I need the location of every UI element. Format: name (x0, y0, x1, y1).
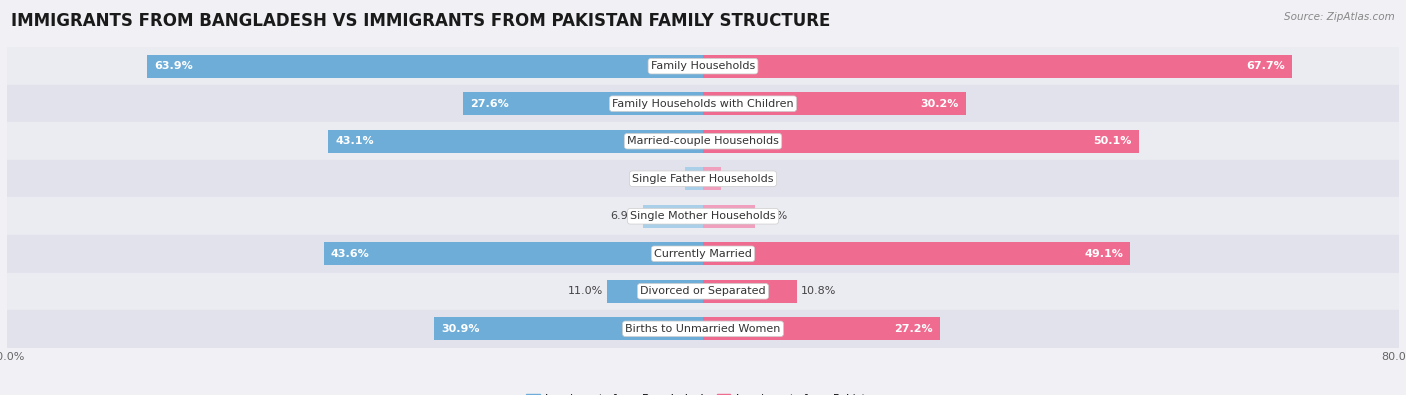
Text: 27.2%: 27.2% (894, 324, 932, 334)
Text: Currently Married: Currently Married (654, 249, 752, 259)
Text: Source: ZipAtlas.com: Source: ZipAtlas.com (1284, 12, 1395, 22)
Text: IMMIGRANTS FROM BANGLADESH VS IMMIGRANTS FROM PAKISTAN FAMILY STRUCTURE: IMMIGRANTS FROM BANGLADESH VS IMMIGRANTS… (11, 12, 831, 30)
Text: 30.9%: 30.9% (441, 324, 479, 334)
Bar (703, 92, 966, 115)
Bar (7, 235, 1399, 273)
Text: 6.0%: 6.0% (759, 211, 787, 221)
Bar (463, 92, 703, 115)
Bar (703, 205, 755, 228)
Text: 10.8%: 10.8% (801, 286, 837, 296)
Text: 43.6%: 43.6% (330, 249, 370, 259)
Bar (703, 55, 1292, 78)
Bar (7, 310, 1399, 348)
Text: 6.9%: 6.9% (610, 211, 638, 221)
Text: Single Mother Households: Single Mother Households (630, 211, 776, 221)
Bar (323, 242, 703, 265)
Text: Family Households with Children: Family Households with Children (612, 99, 794, 109)
Text: 30.2%: 30.2% (921, 99, 959, 109)
Bar (7, 198, 1399, 235)
Bar (703, 167, 721, 190)
Text: 43.1%: 43.1% (335, 136, 374, 146)
Bar (643, 205, 703, 228)
Bar (7, 273, 1399, 310)
Bar (685, 167, 703, 190)
Text: 27.6%: 27.6% (470, 99, 509, 109)
Text: Single Father Households: Single Father Households (633, 174, 773, 184)
Text: 67.7%: 67.7% (1246, 61, 1285, 71)
Bar (434, 317, 703, 340)
Bar (703, 280, 797, 303)
Text: 63.9%: 63.9% (155, 61, 193, 71)
Bar (328, 130, 703, 153)
Bar (7, 160, 1399, 198)
Bar (7, 122, 1399, 160)
Bar (607, 280, 703, 303)
Legend: Immigrants from Bangladesh, Immigrants from Pakistan: Immigrants from Bangladesh, Immigrants f… (522, 389, 884, 395)
Text: 11.0%: 11.0% (568, 286, 603, 296)
Text: 50.1%: 50.1% (1094, 136, 1132, 146)
Bar (7, 85, 1399, 122)
Bar (148, 55, 703, 78)
Bar (703, 317, 939, 340)
Text: Divorced or Separated: Divorced or Separated (640, 286, 766, 296)
Bar (703, 242, 1130, 265)
Bar (7, 47, 1399, 85)
Text: 2.1%: 2.1% (725, 174, 754, 184)
Text: 49.1%: 49.1% (1084, 249, 1123, 259)
Text: Family Households: Family Households (651, 61, 755, 71)
Text: Married-couple Households: Married-couple Households (627, 136, 779, 146)
Text: 2.1%: 2.1% (652, 174, 681, 184)
Bar (703, 130, 1139, 153)
Text: Births to Unmarried Women: Births to Unmarried Women (626, 324, 780, 334)
